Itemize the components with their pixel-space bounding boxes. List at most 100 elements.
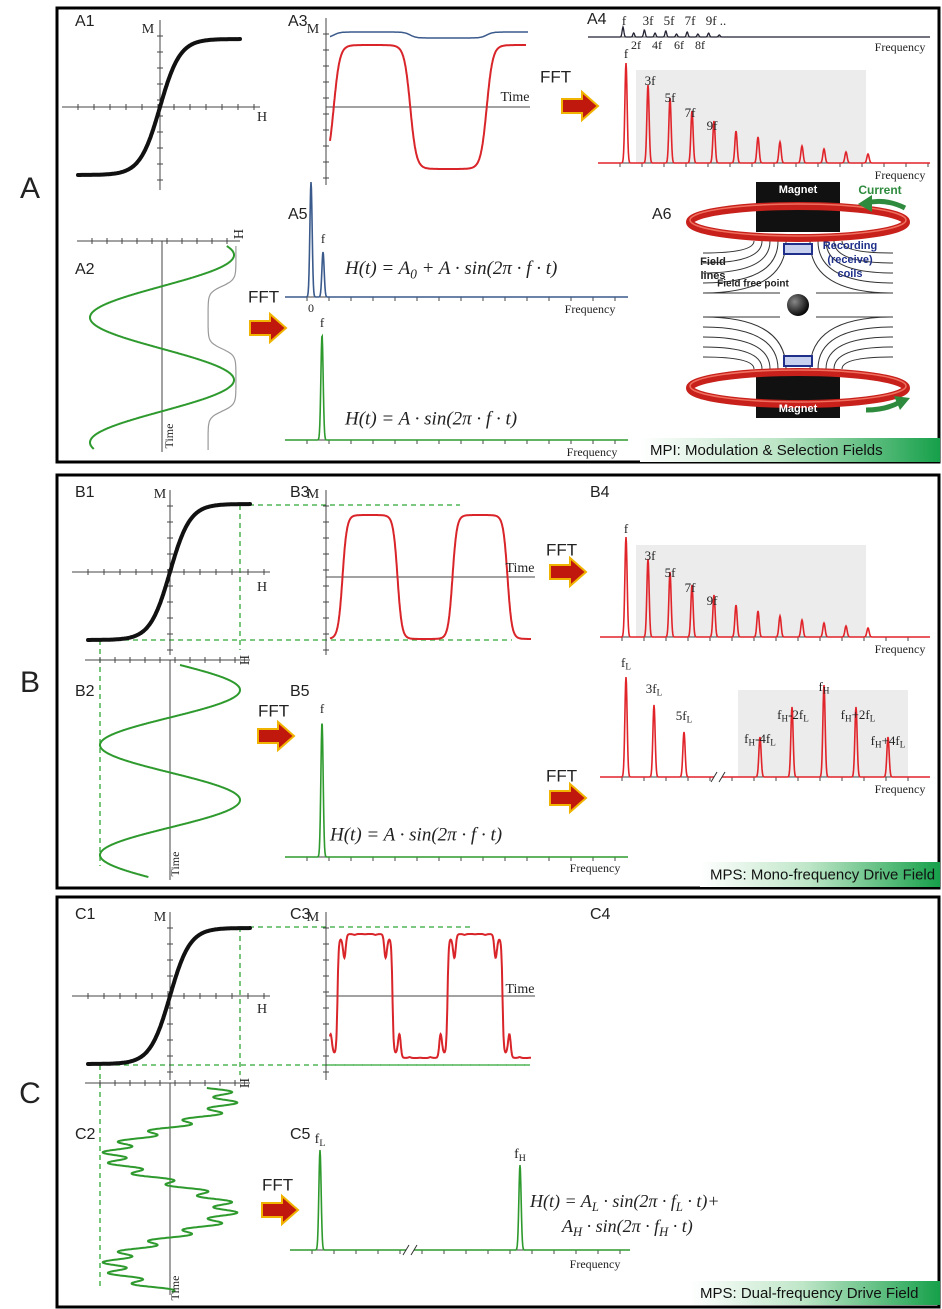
highlight-region	[636, 70, 866, 163]
panel-label: A5	[288, 206, 308, 223]
text-part: L	[591, 1200, 599, 1214]
label: H	[257, 110, 267, 125]
text-part: f	[819, 679, 824, 694]
label: Frequency	[875, 782, 926, 796]
text-part: H	[658, 1225, 669, 1239]
label: Frequency	[875, 40, 926, 54]
coil-ring-highlight	[689, 369, 907, 403]
fft-arrow	[549, 555, 588, 589]
field-line	[702, 240, 771, 274]
panel-frame	[55, 473, 941, 890]
spectrum	[290, 1149, 630, 1251]
panel-letter: B	[20, 666, 40, 699]
text-part: L	[900, 740, 906, 750]
drive-field-curve	[99, 664, 241, 878]
label: H(t) = A · sin(2π · f · t)	[329, 824, 502, 845]
label: Magnet	[779, 184, 818, 196]
label: Time	[162, 424, 176, 449]
receive-coil	[783, 355, 813, 367]
label: H(t) = AL · sin(2π · fL · t)+	[529, 1191, 720, 1214]
text-part: f	[315, 1132, 320, 1147]
label: lines	[700, 270, 725, 282]
label: Time	[168, 1276, 182, 1301]
text-part: f	[621, 655, 626, 670]
magnetization-response	[207, 246, 237, 450]
label: H	[257, 1002, 267, 1017]
axis-break	[710, 771, 718, 783]
footer-band	[690, 1281, 940, 1305]
text-part: f	[744, 731, 749, 746]
label: coils	[837, 268, 862, 280]
panel-label: A2	[75, 261, 95, 278]
axis-break	[718, 771, 726, 783]
magnetization-curve	[76, 37, 242, 177]
field-line	[702, 336, 771, 370]
label: fH-4fL	[744, 731, 776, 748]
field-line	[841, 356, 894, 370]
text-part: + A · sin(2π · f · t)	[417, 258, 557, 279]
label: f	[622, 13, 627, 28]
label: AH · sin(2π · fH · t)	[561, 1216, 693, 1239]
label: FFT	[258, 701, 289, 720]
label: H	[238, 655, 253, 665]
label: f	[321, 231, 326, 246]
text-part: f	[841, 707, 846, 722]
text-part: +2f	[852, 707, 871, 722]
current-arrowhead	[894, 396, 910, 410]
panel-label: B2	[75, 683, 95, 700]
coil-ring-highlight	[689, 203, 907, 237]
label: 5fL	[676, 708, 693, 725]
text-part: H	[823, 686, 830, 696]
text-part: · sin(2π · f	[582, 1216, 662, 1237]
label: Frequency	[570, 1257, 621, 1271]
field-line	[702, 346, 763, 370]
panel-label: C2	[75, 1126, 96, 1143]
text-part: f	[514, 1147, 519, 1162]
magnetization-curve	[86, 926, 252, 1066]
text-part: H(t) = A	[344, 258, 411, 279]
label: 7f	[685, 13, 697, 28]
text-part: · t)+	[683, 1191, 720, 1212]
panel-label: B3	[290, 484, 310, 501]
fft-arrow	[561, 89, 600, 123]
label: f	[624, 521, 629, 536]
field-free-point	[787, 294, 809, 316]
text-part: L	[770, 738, 776, 748]
text-part: H(t) = A	[529, 1191, 593, 1212]
label: M	[307, 910, 320, 925]
label: Time	[500, 90, 529, 105]
label: 9f	[707, 593, 719, 608]
magnetization-curve	[86, 502, 252, 642]
footer: MPS: Dual-frequency Drive Field	[700, 1285, 918, 1302]
label: M	[307, 22, 320, 37]
fft-arrow	[257, 719, 296, 753]
label: FFT	[546, 766, 577, 785]
signal-curve	[329, 933, 531, 1059]
panel-label: B1	[75, 484, 95, 501]
label: 4f	[652, 38, 662, 52]
label: Time	[505, 982, 534, 997]
current-arrowhead	[858, 195, 872, 212]
text-part: -2f	[788, 707, 804, 722]
label: 7f	[685, 580, 697, 595]
text-part: H	[782, 714, 789, 724]
label: 9f	[707, 118, 719, 133]
label: M	[154, 910, 167, 925]
axis-break-gap	[714, 771, 722, 783]
label: FFT	[262, 1175, 293, 1194]
text-part: 3f	[646, 681, 658, 696]
text-part: L	[657, 688, 663, 698]
inset-spectrum	[588, 25, 930, 38]
field-line	[841, 240, 894, 254]
label: Recording	[823, 240, 877, 252]
panel-label: A3	[288, 13, 308, 30]
fft-arrow	[249, 311, 288, 345]
label: 8f	[695, 38, 705, 52]
footer: MPI: Modulation & Selection Fields	[650, 442, 883, 459]
panel-label: C5	[290, 1126, 311, 1143]
label: M	[142, 22, 155, 37]
text-part: f	[871, 733, 876, 748]
spectrum	[285, 333, 628, 441]
field-line	[833, 346, 894, 370]
